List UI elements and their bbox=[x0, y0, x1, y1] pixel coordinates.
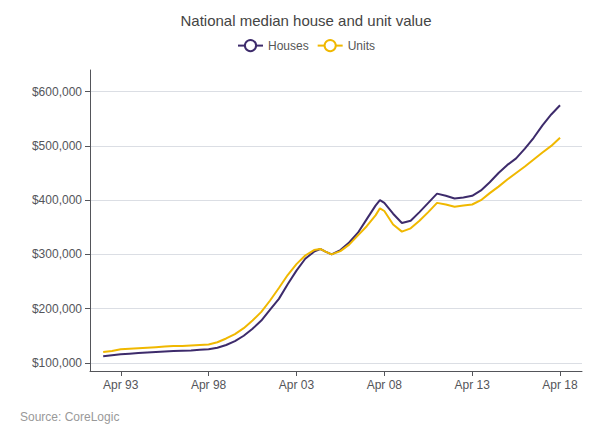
svg-text:$500,000: $500,000 bbox=[32, 139, 82, 153]
svg-text:National median house and unit: National median house and unit value bbox=[180, 12, 431, 29]
svg-text:Source: CoreLogic: Source: CoreLogic bbox=[20, 410, 119, 424]
svg-text:$200,000: $200,000 bbox=[32, 302, 82, 316]
svg-text:Apr 08: Apr 08 bbox=[367, 378, 403, 392]
svg-text:$300,000: $300,000 bbox=[32, 247, 82, 261]
svg-text:Units: Units bbox=[348, 39, 375, 53]
svg-text:$400,000: $400,000 bbox=[32, 193, 82, 207]
svg-text:$100,000: $100,000 bbox=[32, 356, 82, 370]
svg-text:Apr 98: Apr 98 bbox=[191, 378, 227, 392]
svg-text:Apr 18: Apr 18 bbox=[542, 378, 578, 392]
svg-text:Houses: Houses bbox=[268, 39, 309, 53]
svg-text:Apr 93: Apr 93 bbox=[103, 378, 139, 392]
svg-text:$600,000: $600,000 bbox=[32, 85, 82, 99]
svg-text:Apr 13: Apr 13 bbox=[454, 378, 490, 392]
svg-text:Apr 03: Apr 03 bbox=[279, 378, 315, 392]
